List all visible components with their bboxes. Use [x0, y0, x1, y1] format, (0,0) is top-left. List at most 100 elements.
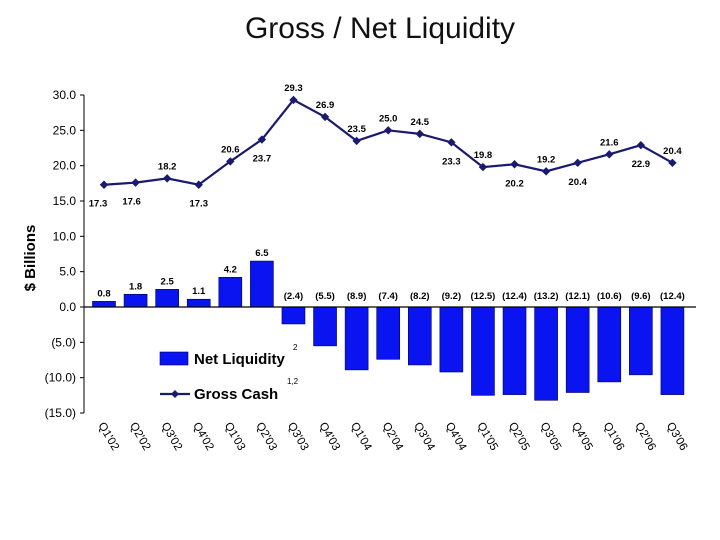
gross-cash-data-label: 21.6: [600, 137, 619, 148]
legend-superscript-gross-cash: 1,2: [287, 377, 299, 386]
y-tick-label: 25.0: [53, 123, 77, 137]
legend-swatch-net-liquidity: [159, 351, 189, 366]
y-tick-label: 20.0: [53, 159, 77, 173]
net-liquidity-bar: [281, 306, 306, 325]
x-category-label: Q2'02: [127, 421, 153, 453]
x-category-label: Q4'04: [443, 421, 469, 454]
net-liquidity-bar: [407, 306, 432, 366]
net-liquidity-bar: [376, 306, 401, 360]
y-tick-label: (15.0): [45, 406, 76, 420]
gross-cash-point: [668, 158, 677, 168]
gross-cash-point: [257, 135, 267, 144]
net-liquidity-data-label: (13.2): [534, 291, 559, 302]
net-liquidity-bar: [186, 298, 211, 308]
gross-cash-data-label: 22.9: [632, 159, 651, 170]
net-liquidity-bar: [250, 260, 274, 308]
gross-cash-point: [289, 95, 298, 105]
net-liquidity-data-label: (9.2): [442, 291, 462, 302]
gross-cash-data-label: 23.5: [347, 124, 366, 135]
net-liquidity-bar: [534, 306, 558, 401]
legend-superscript-net-liquidity: 2: [293, 343, 298, 352]
x-category-label: Q4'03: [316, 421, 342, 453]
x-category-label: Q2'06: [632, 421, 658, 453]
net-liquidity-data-label: (12.5): [471, 291, 496, 302]
x-category-label: Q1'04: [348, 421, 374, 454]
net-liquidity-data-label: 1.8: [129, 281, 142, 292]
y-tick-label: 30.0: [53, 88, 77, 102]
x-category-label: Q1'06: [601, 421, 627, 453]
net-liquidity-bar: [218, 277, 243, 308]
y-tick-label: 15.0: [53, 194, 77, 208]
x-category-label: Q2'03: [253, 421, 279, 453]
gross-cash-point: [320, 112, 330, 122]
gross-cash-data-label: 25.0: [379, 113, 398, 124]
gross-cash-data-label: 23.7: [253, 154, 272, 165]
net-liquidity-data-label: 4.2: [224, 264, 237, 275]
net-liquidity-data-label: 6.5: [255, 248, 269, 259]
gross-cash-point: [510, 160, 519, 169]
x-category-label: Q1'05: [474, 421, 500, 453]
legend-swatch-gross-cash-marker: [171, 390, 179, 398]
gross-cash-data-label: 20.4: [568, 177, 587, 188]
x-category-label: Q1'03: [222, 421, 248, 453]
y-tick-label: 0.0: [59, 300, 76, 314]
x-category-label: Q3'03: [285, 421, 311, 453]
gross-cash-point: [573, 158, 582, 168]
gross-cash-data-label: 23.3: [442, 156, 461, 167]
gross-cash-data-label: 17.3: [89, 199, 108, 210]
gross-cash-point: [415, 129, 424, 139]
gross-cash-data-label: 29.3: [284, 83, 303, 94]
net-liquidity-data-label: (7.4): [378, 291, 398, 302]
gross-cash-point: [541, 167, 551, 176]
net-liquidity-bar: [565, 306, 590, 393]
net-liquidity-bar: [471, 306, 495, 396]
net-liquidity-data-label: (12.1): [565, 291, 590, 302]
net-liquidity-data-label: 1.1: [192, 286, 206, 297]
y-tick-label: 5.0: [59, 265, 76, 279]
x-category-label: Q3'05: [538, 421, 564, 453]
net-liquidity-data-label: 0.8: [97, 288, 110, 299]
net-liquidity-bar: [502, 306, 527, 395]
x-category-label: Q4'02: [190, 421, 216, 453]
y-tick-label: (5.0): [51, 335, 76, 349]
net-liquidity-bar: [439, 306, 464, 373]
gross-cash-point: [605, 150, 614, 159]
gross-cash-data-label: 17.3: [189, 199, 208, 210]
net-liquidity-data-label: (9.6): [631, 291, 651, 302]
x-category-label: Q3'06: [664, 421, 690, 453]
gross-cash-data-label: 19.8: [474, 150, 493, 161]
net-liquidity-bar: [597, 306, 622, 383]
net-liquidity-bar: [313, 306, 337, 347]
net-liquidity-bar: [660, 306, 685, 395]
net-liquidity-data-label: (12.4): [660, 291, 685, 302]
gross-cash-data-label: 24.5: [411, 117, 430, 128]
gross-cash-data-label: 17.6: [122, 197, 141, 208]
gross-cash-point: [636, 140, 646, 150]
net-liquidity-data-label: 2.5: [161, 276, 175, 287]
x-category-label: Q1'02: [95, 421, 121, 453]
gross-cash-point: [99, 180, 109, 189]
gross-cash-point: [162, 174, 172, 183]
net-liquidity-bar: [155, 289, 179, 308]
y-tick-label: (10.0): [45, 371, 76, 385]
x-category-label: Q2'05: [506, 421, 532, 453]
gross-cash-data-label: 26.9: [316, 100, 335, 111]
net-liquidity-data-label: (8.9): [347, 291, 367, 302]
gross-cash-data-label: 20.2: [505, 178, 524, 189]
x-category-label: Q2'04: [380, 421, 406, 454]
gross-cash-data-label: 19.2: [537, 154, 556, 165]
legend-label-net-liquidity: Net Liquidity: [194, 351, 285, 368]
gross-cash-point: [131, 178, 140, 187]
net-liquidity-bar: [629, 306, 653, 376]
net-liquidity-data-label: (2.4): [284, 291, 304, 302]
gross-cash-data-label: 20.6: [221, 144, 240, 155]
net-liquidity-bar: [344, 306, 369, 371]
net-liquidity-bar: [123, 293, 148, 308]
net-liquidity-data-label: (8.2): [410, 291, 430, 302]
x-category-label: Q3'04: [411, 421, 437, 454]
gross-cash-point: [478, 162, 488, 172]
gross-cash-point: [384, 126, 393, 135]
gross-cash-point: [194, 180, 203, 189]
y-tick-label: 10.0: [53, 229, 77, 243]
